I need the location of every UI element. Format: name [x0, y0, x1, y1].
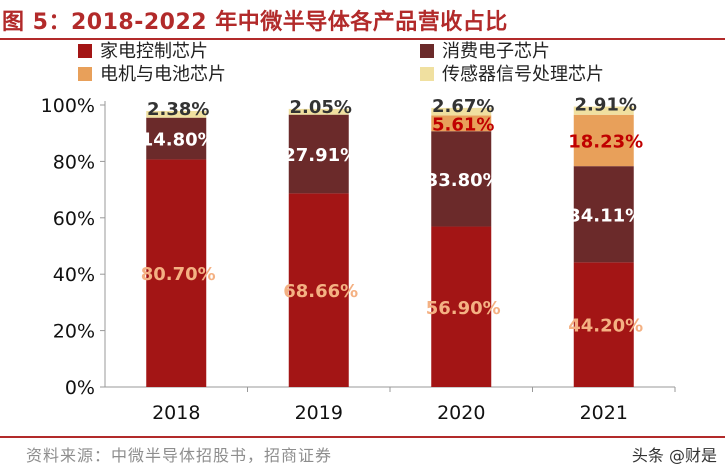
- title-underline: [0, 38, 725, 40]
- bars: [146, 106, 634, 387]
- bar-2020-s0: [431, 226, 492, 387]
- data-label-2019-s3: 2.05%: [290, 97, 352, 118]
- bar-2021-s0: [573, 262, 634, 387]
- legend-swatch-1: [420, 44, 434, 58]
- bar-2020-s2: [431, 115, 492, 132]
- legend-label-2: 电机与电池芯片: [100, 64, 226, 85]
- source-note: 资料来源：中微半导体招股书，招商证券: [26, 446, 333, 465]
- data-label-2020-s1: 33.80%: [426, 170, 501, 191]
- y-tick-label-4: 80%: [53, 151, 95, 173]
- bar-2018-s1: [146, 117, 207, 160]
- x-tick-label-2: 2020: [437, 402, 485, 424]
- bar-2018-s0: [146, 159, 207, 387]
- x-tick-label-3: 2021: [580, 402, 628, 424]
- data-label-2019-s0: 68.66%: [283, 281, 358, 302]
- legend-label-3: 传感器信号处理芯片: [442, 64, 604, 85]
- data-label-2018-s1: 14.80%: [141, 130, 216, 151]
- x-tick-label-0: 2018: [152, 402, 200, 424]
- bar-2021-s3: [573, 106, 634, 115]
- legend-swatch-3: [420, 67, 434, 81]
- bar-2021-s1: [573, 166, 634, 263]
- bar-2019-s0: [288, 193, 349, 387]
- chart-title: 图 5：2018-2022 年中微半导体各产品营收占比: [2, 10, 508, 35]
- footer-rule: [0, 436, 725, 438]
- x-tick-label-1: 2019: [295, 402, 343, 424]
- y-tick-label-0: 0%: [65, 377, 95, 399]
- data-label-2019-s1: 27.91%: [283, 145, 358, 166]
- bar-2021-s2: [573, 114, 634, 167]
- legend-swatch-2: [78, 67, 92, 81]
- watermark: 头条 @财是: [631, 446, 717, 465]
- legend-label-1: 消费电子芯片: [442, 41, 550, 62]
- y-tick-label-3: 60%: [53, 208, 95, 230]
- data-label-2020-s0: 56.90%: [426, 298, 501, 319]
- legend-label-0: 家电控制芯片: [100, 41, 208, 62]
- bar-2020-s3: [431, 107, 492, 116]
- data-label-2021-s2: 18.23%: [568, 131, 643, 152]
- y-tick-label-2: 40%: [53, 264, 95, 286]
- data-label-2021-s0: 44.20%: [568, 316, 643, 337]
- data-labels: 80.70% 14.80% 2.38% 68.66% 27.91% 2.05% 56.90%…: [141, 95, 643, 337]
- data-label-2020-s3: 2.67%: [432, 96, 494, 117]
- data-label-2020-s2: 5.61%: [432, 114, 494, 135]
- y-tick-label-1: 20%: [53, 321, 95, 343]
- bar-2018-s3: [146, 110, 207, 118]
- data-label-2018-s3: 2.38%: [147, 99, 209, 120]
- bar-2019-s3: [288, 108, 349, 115]
- bar-2019-s1: [288, 114, 349, 194]
- data-label-2021-s1: 34.11%: [568, 205, 643, 226]
- data-label-2021-s3: 2.91%: [575, 95, 637, 116]
- y-tick-label-5: 100%: [41, 95, 95, 117]
- data-label-2018-s0: 80.70%: [141, 264, 216, 285]
- legend-swatch-0: [78, 44, 92, 58]
- bar-2020-s1: [431, 131, 492, 227]
